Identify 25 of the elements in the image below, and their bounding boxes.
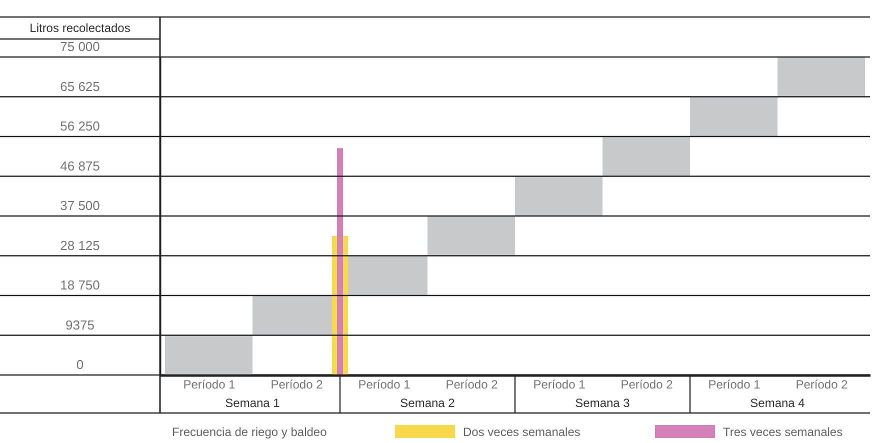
y-tick-label: 75 000 — [60, 39, 100, 54]
y-tick-label: 56 250 — [60, 118, 100, 134]
text: Semana 4 — [750, 396, 806, 410]
y-tick-label: 37 500 — [60, 198, 100, 213]
text: Semana 2 — [400, 396, 456, 410]
x-tick-label: Período 2 — [796, 378, 848, 392]
legend-label: Dos veces semanales — [463, 425, 580, 439]
x-tick-label: Período 2 — [620, 378, 674, 392]
legend-label: Tres veces semanales — [723, 425, 843, 439]
x-tick-label: Período 2 — [446, 378, 498, 392]
x-tick-label: Período 1 — [183, 378, 236, 392]
x-tick-label: Período 2 — [270, 378, 324, 392]
text: Frecuencia de riego y baldeo — [172, 425, 328, 439]
x-tick-label: Período 1 — [708, 378, 761, 392]
text: Semana 1 — [225, 396, 280, 410]
y-tick-label: 0 — [76, 357, 84, 372]
y-tick-label: 9375 — [66, 317, 94, 332]
y-tick-label: 18 750 — [60, 278, 100, 292]
text: Semana 3 — [575, 396, 630, 410]
y-axis-title: Litros recolectados — [30, 21, 130, 35]
y-tick-label: 28 125 — [60, 238, 100, 253]
y-tick-label: 46 875 — [60, 158, 100, 174]
x-tick-label: Período 1 — [533, 378, 586, 392]
x-tick-label: Período 1 — [358, 378, 411, 392]
y-tick-label: 65 625 — [60, 78, 100, 94]
